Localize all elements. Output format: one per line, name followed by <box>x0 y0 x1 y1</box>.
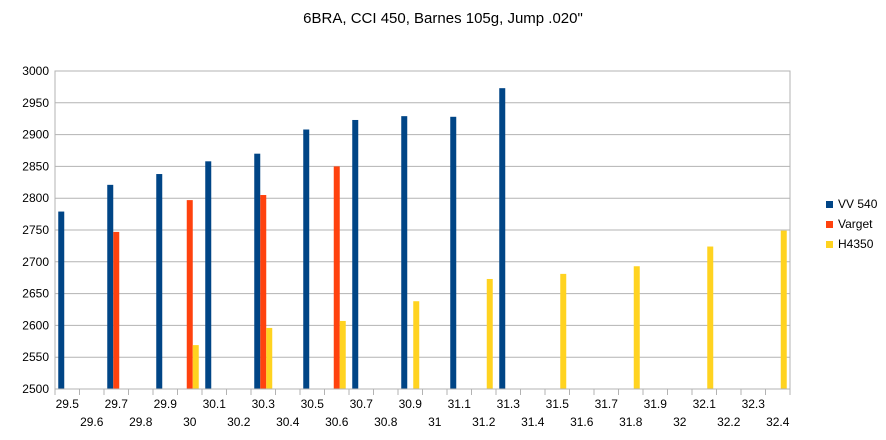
bar-vv-540-29.5 <box>58 211 65 389</box>
bar-h4350-32.4 <box>780 230 787 389</box>
x-tick-label: 29.5 <box>56 397 80 411</box>
gridlines <box>54 70 791 395</box>
x-tick-label: 30.3 <box>252 397 276 411</box>
x-tick-label: 29.7 <box>105 397 129 411</box>
x-axis-ticks: 29.529.629.729.829.93030.130.230.330.430… <box>56 397 790 429</box>
legend-swatch-h4350 <box>826 240 833 248</box>
y-tick-label: 2800 <box>22 191 49 205</box>
bars <box>58 88 787 390</box>
bar-vv-540-30.7 <box>352 119 359 390</box>
plot-frame <box>54 70 791 390</box>
bar-varget-30.6 <box>333 166 340 389</box>
y-tick-label: 2500 <box>22 382 49 396</box>
bar-h4350-30 <box>192 345 199 389</box>
bar-h4350-30.3 <box>266 327 273 389</box>
x-tick-label: 31.9 <box>644 397 668 411</box>
legend-label-vv540: VV 540 <box>838 197 878 211</box>
bar-vv-540-30.3 <box>254 153 261 389</box>
x-tick-label: 31.1 <box>448 397 472 411</box>
x-tick-label: 31.5 <box>546 397 570 411</box>
x-tick-label: 30.4 <box>276 415 300 429</box>
bar-h4350-31.5 <box>560 273 567 389</box>
legend-label-varget: Varget <box>838 217 873 231</box>
legend-swatch-vv540 <box>826 200 833 208</box>
x-tick-label: 30.5 <box>301 397 325 411</box>
x-tick-label: 30.1 <box>203 397 227 411</box>
bar-vv-540-31.1 <box>450 116 457 390</box>
y-axis-ticks: 2500 2550 2600 2650 2700 2750 2800 2850 2900 2950… <box>22 64 49 396</box>
x-tick-label: 30.8 <box>374 415 398 429</box>
legend-swatch-varget <box>826 220 833 228</box>
x-tick-label: 29.6 <box>80 415 104 429</box>
bar-vv-540-30.9 <box>401 116 408 389</box>
bar-vv-540-30.5 <box>303 129 310 389</box>
x-tick-label: 31.2 <box>472 415 496 429</box>
x-tick-label: 31.8 <box>619 415 643 429</box>
x-tick-label: 30.6 <box>325 415 349 429</box>
x-tick-label: 31 <box>428 415 442 429</box>
bar-vv-540-31.3 <box>499 88 506 389</box>
y-tick-label: 2750 <box>22 223 49 237</box>
y-tick-label: 2900 <box>22 128 49 142</box>
bar-h4350-32.1 <box>707 246 714 389</box>
x-tick-label: 29.8 <box>129 415 153 429</box>
bar-h4350-31.8 <box>633 266 640 389</box>
y-tick-label: 3000 <box>22 64 49 78</box>
y-tick-label: 2600 <box>22 318 49 332</box>
legend-label-h4350: H4350 <box>838 237 874 251</box>
x-tick-label: 31.6 <box>570 415 594 429</box>
bar-vv-540-29.7 <box>107 184 114 389</box>
bar-varget-30 <box>186 200 193 389</box>
y-tick-label: 2950 <box>22 96 49 110</box>
y-tick-label: 2700 <box>22 255 49 269</box>
x-tick-label: 32.4 <box>766 415 790 429</box>
x-tick-label: 30.9 <box>399 397 423 411</box>
x-tick-label: 31.4 <box>521 415 545 429</box>
x-tick-label: 30.2 <box>227 415 251 429</box>
legend-item-h4350: H4350 <box>826 234 877 254</box>
bar-vv-540-29.9 <box>156 174 163 389</box>
bar-h4350-30.9 <box>413 301 420 389</box>
x-tick-label: 30.7 <box>350 397 374 411</box>
x-tick-label: 32.2 <box>717 415 741 429</box>
legend: VV 540 Varget H4350 <box>826 194 877 254</box>
bar-h4350-31.2 <box>486 278 493 389</box>
x-tick-label: 29.9 <box>154 397 178 411</box>
x-tick-label: 32.1 <box>693 397 717 411</box>
x-tick-label: 30 <box>183 415 197 429</box>
legend-item-varget: Varget <box>826 214 877 234</box>
bar-varget-29.7 <box>113 231 120 389</box>
y-tick-label: 2650 <box>22 287 49 301</box>
y-tick-label: 2850 <box>22 159 49 173</box>
x-tick-label: 31.3 <box>497 397 521 411</box>
x-tick-label: 32 <box>673 415 687 429</box>
bar-vv-540-30.1 <box>205 161 212 389</box>
chart-title: 6BRA, CCI 450, Barnes 105g, Jump .020" <box>303 10 583 27</box>
bar-varget-30.3 <box>260 195 267 389</box>
legend-item-vv540: VV 540 <box>826 194 877 214</box>
x-tick-label: 32.3 <box>742 397 766 411</box>
x-tick-label: 31.7 <box>595 397 619 411</box>
y-tick-label: 2550 <box>22 350 49 364</box>
bar-h4350-30.6 <box>339 320 346 389</box>
